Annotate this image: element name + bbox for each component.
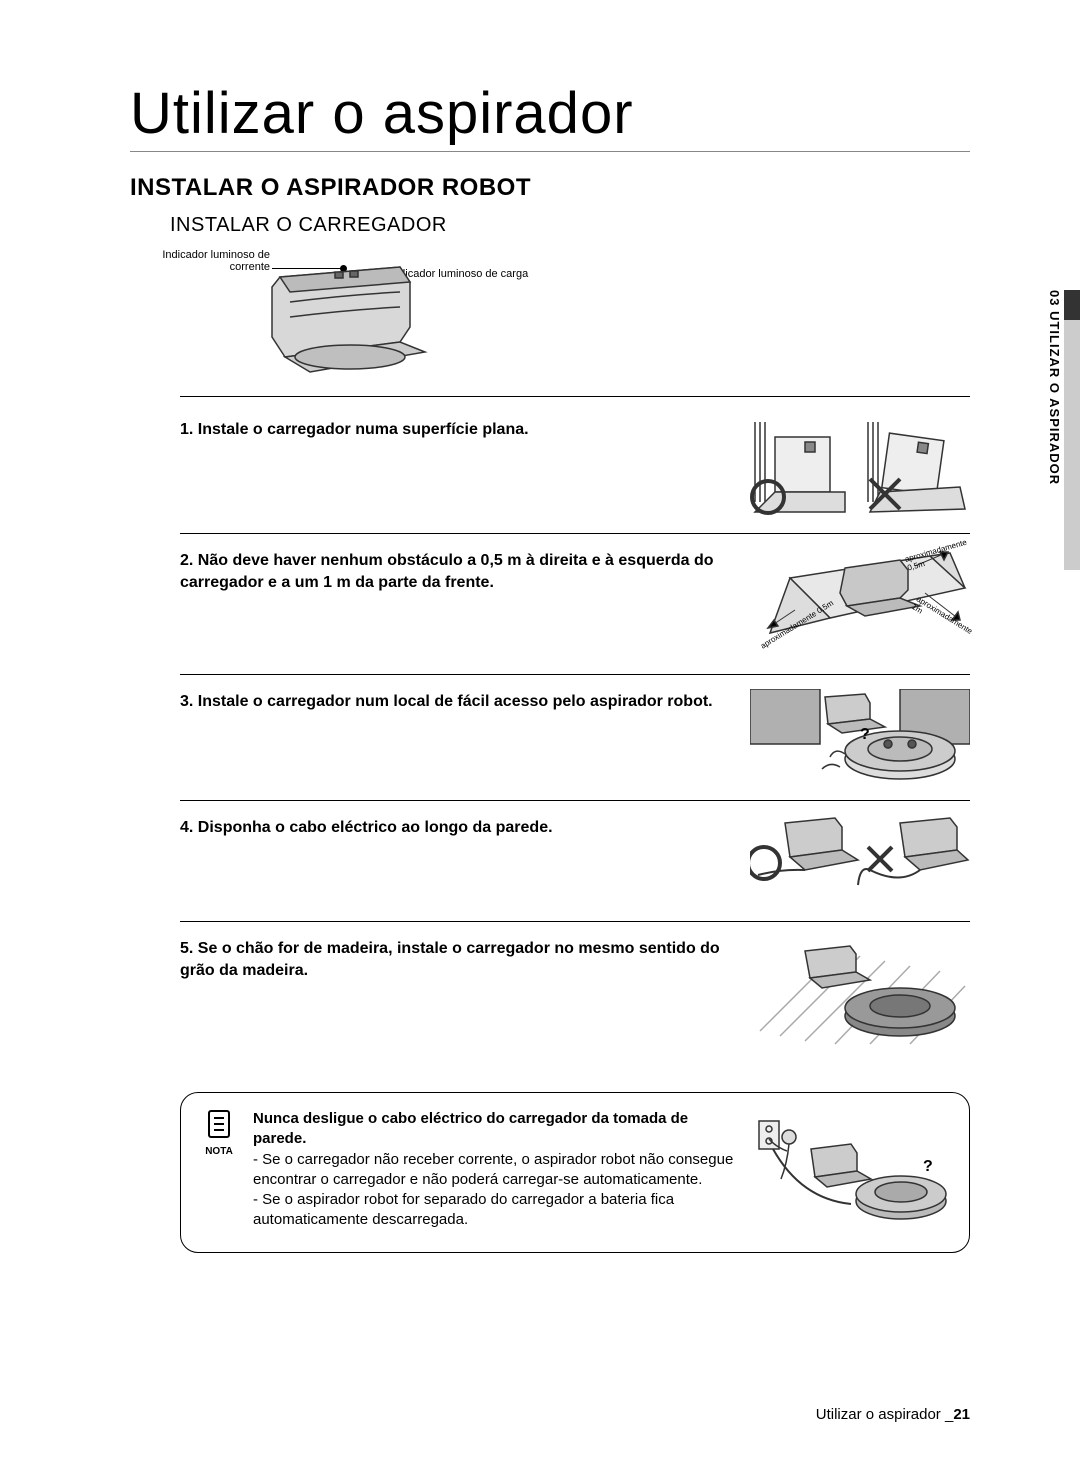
step-body: Se o chão for de madeira, instale o carr… xyxy=(180,940,720,979)
footer-prefix: Utilizar o aspirador _ xyxy=(816,1406,954,1423)
charger-figure: Indicador luminoso de corrente Indicador… xyxy=(180,247,970,397)
note-icon-column: NOTA xyxy=(199,1109,239,1157)
step-text: 1. Instale o carregador numa superfície … xyxy=(180,417,730,441)
svg-text:?: ? xyxy=(860,726,870,743)
step-body: Instale o carregador numa superfície pla… xyxy=(198,421,529,438)
note-label: NOTA xyxy=(199,1146,239,1157)
note-title: Nunca desligue o cabo eléctrico do carre… xyxy=(253,1109,737,1150)
step-num: 1. xyxy=(180,421,193,438)
step-body: Instale o carregador num local de fácil … xyxy=(198,693,713,710)
step-num: 3. xyxy=(180,693,193,710)
step-1-illustration xyxy=(750,417,970,517)
step-text: 4. Disponha o cabo eléctrico ao longo da… xyxy=(180,815,730,839)
step-3-illustration: ? xyxy=(750,689,970,784)
side-chapter-tab: 03 UTILIZAR O ASPIRADOR xyxy=(1040,290,1080,590)
side-tab-marker xyxy=(1064,290,1080,320)
side-tab-strip xyxy=(1064,320,1080,570)
page-title: Utilizar o aspirador xyxy=(130,80,970,152)
step-text: 2. Não deve haver nenhum obstáculo a 0,5… xyxy=(180,548,730,593)
step-body: Disponha o cabo eléctrico ao longo da pa… xyxy=(198,819,553,836)
step-2: 2. Não deve haver nenhum obstáculo a 0,5… xyxy=(180,534,970,675)
footer-page-number: 21 xyxy=(953,1406,970,1423)
content-area: Indicador luminoso de corrente Indicador… xyxy=(180,247,970,1253)
note-icon xyxy=(205,1109,233,1139)
step-5-illustration xyxy=(750,936,970,1046)
step-text: 3. Instale o carregador num local de fác… xyxy=(180,689,730,713)
step-2-illustration: aproximadamente 0,5m aproximadamente 0,5… xyxy=(750,548,970,658)
note-line: - Se o carregador não receber corrente, … xyxy=(253,1150,737,1191)
step-4: 4. Disponha o cabo eléctrico ao longo da… xyxy=(180,801,970,922)
step-num: 4. xyxy=(180,819,193,836)
step-text: 5. Se o chão for de madeira, instale o c… xyxy=(180,936,730,981)
callout-power-led: Indicador luminoso de corrente xyxy=(140,249,270,273)
step-1: 1. Instale o carregador numa superfície … xyxy=(180,403,970,534)
step-body: Não deve haver nenhum obstáculo a 0,5 m … xyxy=(180,552,714,591)
step-num: 5. xyxy=(180,940,193,957)
note-line: - Se o aspirador robot for separado do c… xyxy=(253,1190,737,1231)
note-box: NOTA Nunca desligue o cabo eléctrico do … xyxy=(180,1092,970,1253)
svg-text:?: ? xyxy=(923,1158,933,1175)
step-4-illustration xyxy=(750,815,970,905)
side-tab-label: 03 UTILIZAR O ASPIRADOR xyxy=(1047,290,1062,485)
charger-illustration xyxy=(260,257,430,387)
page-footer: Utilizar o aspirador _21 xyxy=(816,1406,970,1423)
note-body: Nunca desligue o cabo eléctrico do carre… xyxy=(253,1109,737,1231)
step-3: 3. Instale o carregador num local de fác… xyxy=(180,675,970,801)
step-5: 5. Se o chão for de madeira, instale o c… xyxy=(180,922,970,1062)
section-title: INSTALAR O ASPIRADOR ROBOT xyxy=(130,174,970,202)
subsection-title: INSTALAR O CARREGADOR xyxy=(170,214,970,237)
step-num: 2. xyxy=(180,552,193,569)
note-illustration: ? xyxy=(751,1109,951,1234)
